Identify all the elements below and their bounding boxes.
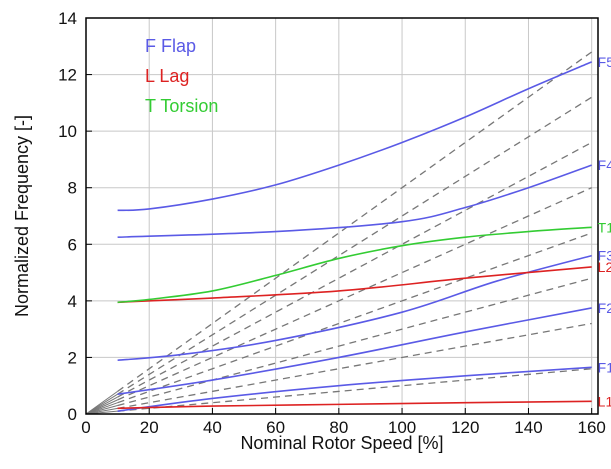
series-line-f4 bbox=[117, 164, 592, 239]
y-tick-label: 2 bbox=[68, 348, 77, 367]
per-rev-line bbox=[117, 368, 592, 412]
per-rev-line bbox=[117, 322, 592, 409]
per-rev-line bbox=[117, 96, 593, 395]
plot-frame bbox=[85, 17, 599, 415]
frequency-curves bbox=[117, 61, 592, 412]
y-tick-label: 4 bbox=[68, 292, 77, 311]
series-line-f2 bbox=[117, 307, 592, 395]
end-label-f4: F4 bbox=[598, 157, 611, 173]
series-line-l1 bbox=[117, 400, 592, 410]
series-line-f3 bbox=[117, 254, 592, 362]
x-tick-label: 120 bbox=[451, 418, 479, 437]
x-axis-title: Nominal Rotor Speed [%] bbox=[240, 433, 443, 453]
per-rev-line bbox=[117, 141, 592, 398]
legend-entry: F Flap bbox=[145, 36, 196, 56]
legend-entry: T Torsion bbox=[145, 96, 218, 116]
y-tick-label: 14 bbox=[58, 9, 77, 28]
series-line-f5 bbox=[117, 61, 592, 212]
x-tick-label: 140 bbox=[514, 418, 542, 437]
end-label-f5: F5 bbox=[598, 54, 611, 70]
series-line-l2 bbox=[117, 266, 592, 304]
y-tick-label: 12 bbox=[58, 66, 77, 85]
end-label-f1: F1 bbox=[598, 359, 611, 375]
x-tick-label: 40 bbox=[203, 418, 222, 437]
legend-entry: L Lag bbox=[145, 66, 189, 86]
x-tick-label: 100 bbox=[388, 418, 416, 437]
end-label-t1: T1 bbox=[598, 219, 611, 235]
per-rev-line bbox=[117, 232, 592, 404]
x-tick-label: 60 bbox=[266, 418, 285, 437]
grid bbox=[86, 18, 598, 414]
end-label-l1: L1 bbox=[598, 393, 611, 409]
series-line-t1 bbox=[117, 226, 592, 304]
series-line-f1 bbox=[117, 366, 592, 412]
axis-ticks: 0 20 40 60 80 100 120 140 160 0 2 4 6 8 10 12 14 bbox=[58, 9, 606, 437]
end-label-f3: F3 bbox=[598, 248, 611, 264]
x-tick-label: 80 bbox=[329, 418, 348, 437]
series-end-labels: F1 F2 F3 F4 F5 L1 L2 T1 bbox=[598, 54, 611, 409]
y-tick-label: 8 bbox=[68, 179, 77, 198]
per-rev-line bbox=[117, 187, 592, 401]
end-label-l2: L2 bbox=[598, 259, 611, 275]
y-axis-title: Normalized Frequency [-] bbox=[12, 115, 32, 317]
x-tick-label: 20 bbox=[140, 418, 159, 437]
x-tick-label: 0 bbox=[81, 418, 90, 437]
legend: F Flap L Lag T Torsion bbox=[145, 36, 218, 116]
end-label-f2: F2 bbox=[598, 300, 611, 316]
per-rev-line bbox=[117, 277, 592, 407]
x-tick-label: 160 bbox=[577, 418, 605, 437]
y-tick-label: 6 bbox=[68, 235, 77, 254]
y-tick-label: 10 bbox=[58, 122, 77, 141]
y-tick-label: 0 bbox=[68, 405, 77, 424]
per-rev-lines bbox=[85, 51, 593, 415]
per-rev-line bbox=[117, 51, 593, 392]
per-rev-line-origin bbox=[85, 390, 118, 415]
